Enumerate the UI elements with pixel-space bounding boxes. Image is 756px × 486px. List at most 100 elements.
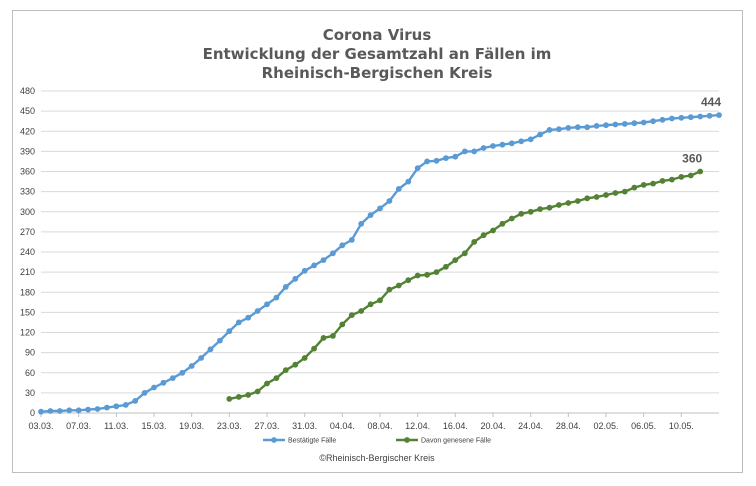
data-point bbox=[264, 380, 270, 387]
data-point bbox=[574, 124, 581, 131]
data-point bbox=[443, 155, 449, 162]
data-point bbox=[584, 195, 591, 202]
data-point bbox=[631, 120, 638, 127]
y-tick-label: 450 bbox=[20, 106, 35, 116]
data-point bbox=[452, 257, 459, 263]
data-point bbox=[556, 126, 562, 133]
y-tick-label: 0 bbox=[30, 408, 35, 418]
data-point bbox=[452, 153, 459, 160]
data-point bbox=[226, 328, 233, 335]
data-point bbox=[584, 124, 591, 131]
data-point bbox=[490, 227, 496, 234]
data-point bbox=[66, 407, 73, 414]
data-point bbox=[669, 115, 675, 122]
chart-title-line-3: Rheinisch-Bergischen Kreis bbox=[262, 64, 493, 82]
data-point bbox=[235, 319, 242, 326]
data-point bbox=[330, 333, 336, 339]
data-point bbox=[330, 250, 336, 257]
data-point bbox=[75, 407, 82, 414]
series-line bbox=[40, 113, 720, 413]
data-point bbox=[593, 194, 600, 200]
data-point bbox=[217, 337, 223, 344]
data-point bbox=[151, 384, 157, 391]
data-point bbox=[565, 125, 572, 131]
data-point bbox=[245, 314, 252, 321]
data-point bbox=[433, 269, 440, 275]
data-point bbox=[94, 406, 101, 412]
series-1: 444 bbox=[38, 95, 722, 415]
data-point bbox=[603, 122, 609, 129]
y-axis: 0 30 60 90 120 150 180 210 240 270 300 330 360 390 420… bbox=[20, 86, 35, 418]
data-point bbox=[678, 114, 685, 121]
data-point bbox=[104, 404, 110, 411]
data-point bbox=[254, 388, 261, 395]
data-point bbox=[273, 375, 280, 381]
legend: Bestätigte Fälle Davon genesene Fälle bbox=[263, 437, 491, 445]
data-point bbox=[311, 345, 317, 352]
x-tick-label: 12.04. bbox=[405, 421, 430, 431]
data-point bbox=[678, 174, 685, 180]
data-point bbox=[499, 220, 506, 227]
x-tick-label: 02.05. bbox=[593, 421, 618, 431]
data-point bbox=[207, 346, 214, 353]
data-point bbox=[395, 282, 402, 289]
data-point bbox=[179, 369, 186, 376]
legend-item: Bestätigte Fälle bbox=[263, 437, 336, 445]
x-tick-label: 06.05. bbox=[631, 421, 656, 431]
data-point bbox=[320, 335, 327, 341]
data-point bbox=[593, 123, 600, 129]
data-point bbox=[537, 206, 543, 213]
data-point bbox=[556, 202, 562, 208]
y-tick-label: 30 bbox=[25, 388, 35, 398]
y-tick-label: 420 bbox=[20, 126, 35, 136]
data-point bbox=[480, 232, 487, 239]
data-point bbox=[141, 390, 148, 396]
data-point bbox=[518, 138, 525, 145]
chart-title: Corona Virus Entwicklung der Gesamtzahl … bbox=[203, 26, 552, 82]
x-tick-label: 20.04. bbox=[480, 421, 505, 431]
chart-frame: Corona Virus Entwicklung der Gesamtzahl … bbox=[12, 10, 743, 473]
data-point bbox=[499, 141, 506, 148]
data-point bbox=[264, 301, 270, 308]
y-tick-label: 120 bbox=[20, 328, 35, 338]
data-point bbox=[546, 204, 553, 211]
data-point bbox=[38, 408, 44, 415]
data-point bbox=[565, 200, 572, 206]
legend-swatch-marker bbox=[271, 437, 277, 443]
data-point bbox=[405, 277, 412, 284]
data-point bbox=[414, 272, 421, 279]
source-credit: ©Rheinisch-Bergischer Kreis bbox=[319, 453, 435, 463]
x-tick-label: 15.03. bbox=[141, 421, 166, 431]
y-tick-label: 360 bbox=[20, 167, 35, 177]
y-tick-label: 390 bbox=[20, 146, 35, 156]
data-point bbox=[490, 143, 496, 149]
data-point bbox=[160, 379, 167, 386]
y-tick-label: 480 bbox=[20, 86, 35, 96]
data-point bbox=[518, 210, 525, 217]
data-point bbox=[339, 242, 346, 249]
y-gridlines bbox=[41, 90, 719, 414]
x-tick-label: 04.04. bbox=[330, 421, 355, 431]
x-tick-label: 07.03. bbox=[66, 421, 91, 431]
data-point bbox=[358, 220, 365, 227]
data-point bbox=[386, 198, 393, 204]
data-point bbox=[659, 116, 666, 123]
x-tick-label: 24.04. bbox=[518, 421, 543, 431]
y-tick-label: 150 bbox=[20, 307, 35, 317]
data-point bbox=[56, 408, 63, 414]
data-point bbox=[405, 178, 412, 185]
data-point bbox=[650, 118, 656, 125]
data-point bbox=[301, 267, 308, 274]
data-point bbox=[687, 172, 694, 179]
data-point bbox=[367, 301, 374, 308]
data-point bbox=[527, 208, 534, 215]
data-point bbox=[311, 262, 317, 269]
data-point bbox=[443, 263, 449, 270]
data-point bbox=[245, 392, 252, 398]
data-point bbox=[301, 355, 308, 361]
data-point bbox=[358, 308, 365, 314]
legend-label: Bestätigte Fälle bbox=[288, 438, 336, 445]
data-point bbox=[612, 121, 619, 128]
data-point bbox=[85, 406, 91, 413]
data-point bbox=[113, 403, 120, 410]
